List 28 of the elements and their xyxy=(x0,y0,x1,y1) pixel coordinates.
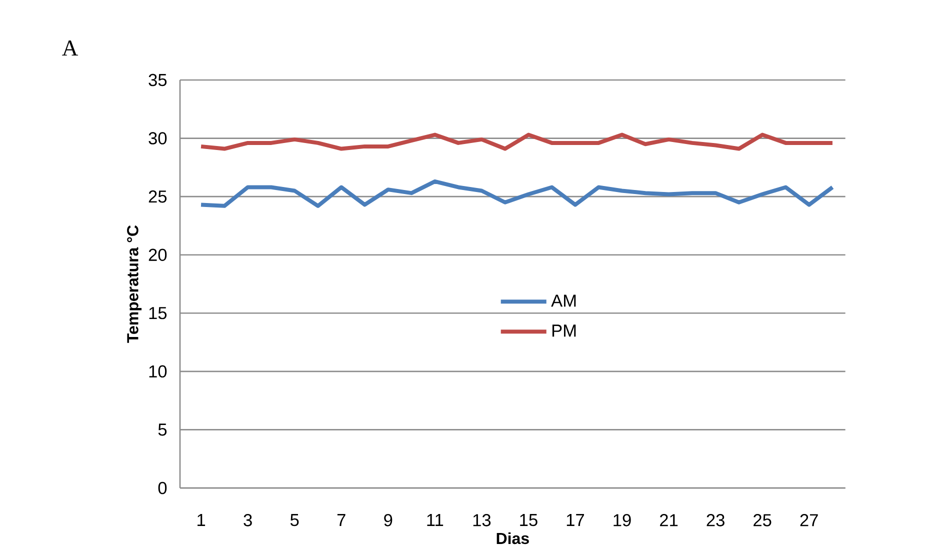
y-tick-label: 5 xyxy=(158,424,167,436)
x-tick-label: 19 xyxy=(614,514,631,526)
y-tick-label: 25 xyxy=(148,190,167,203)
x-tick-label: 21 xyxy=(660,514,678,526)
y-tick-label: 35 xyxy=(148,74,167,86)
y-tick-label: 15 xyxy=(149,307,167,320)
x-tick-label: 11 xyxy=(427,514,444,526)
x-tick-label: 17 xyxy=(566,514,584,526)
x-tick-label: 25 xyxy=(754,514,772,526)
x-tick-label: 27 xyxy=(800,514,818,526)
x-tick-label: 1 xyxy=(198,514,206,526)
legend-label: PM xyxy=(552,324,576,337)
y-tick-label: 20 xyxy=(148,248,167,261)
y-tick-label: 30 xyxy=(148,132,167,144)
line-series xyxy=(199,179,834,208)
x-tick-label: 23 xyxy=(706,514,724,526)
x-tick-label: 15 xyxy=(520,514,538,526)
legend-label: AM xyxy=(551,294,576,307)
x-axis-title: Dias xyxy=(496,532,529,544)
x-tick-label: 5 xyxy=(290,514,299,526)
x-tick-label: 7 xyxy=(337,514,346,526)
y-tick-label: 10 xyxy=(149,365,167,378)
x-tick-label: 3 xyxy=(244,514,252,526)
x-tick-label: 13 xyxy=(473,514,491,526)
y-axis-title: Temperatura °C xyxy=(127,225,142,343)
text: A xyxy=(62,40,78,56)
y-tick-label: 0 xyxy=(158,482,167,494)
x-tick-label: 9 xyxy=(384,514,392,526)
